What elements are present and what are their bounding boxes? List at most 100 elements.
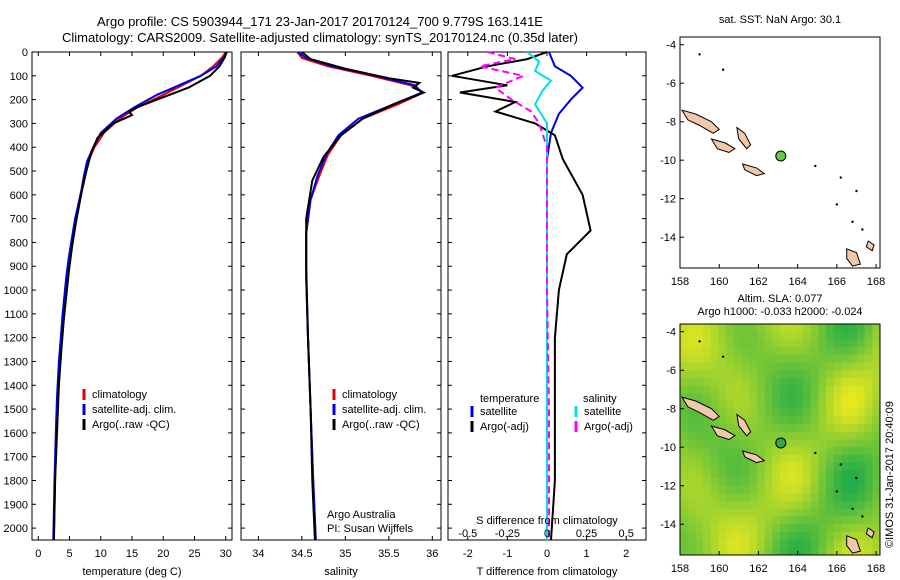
sla-cell	[795, 347, 804, 356]
sla-cell	[687, 385, 696, 394]
sla-cell	[756, 508, 766, 517]
sla-cell	[856, 324, 866, 333]
sla-cell	[803, 447, 812, 456]
sla-cell	[803, 493, 812, 502]
sla-map-title: Altim. SLA: 0.077	[738, 293, 823, 305]
sla-cell	[695, 478, 704, 487]
sla-cell	[680, 524, 689, 533]
depth-tick-label: 1700	[4, 452, 28, 464]
sla-cell	[826, 501, 835, 510]
sla-cell	[849, 377, 858, 387]
islet-dot	[839, 463, 842, 466]
sla-cell	[803, 547, 812, 556]
sla-cell	[833, 539, 843, 548]
sla-cell	[756, 516, 766, 525]
sla-cell	[849, 393, 858, 402]
sla-cell	[787, 424, 796, 433]
sla-cell	[749, 470, 758, 479]
sla-cell	[733, 508, 743, 517]
sla-cell	[772, 501, 781, 510]
sla-cell	[741, 324, 750, 333]
sla-cell	[703, 539, 712, 548]
sla-cell	[787, 370, 796, 379]
sla-cell	[780, 424, 789, 433]
sla-cell	[826, 478, 835, 487]
sla-cell	[756, 539, 766, 548]
sla-cell	[756, 531, 766, 541]
islet-dot	[835, 490, 839, 493]
sla-cell	[872, 362, 881, 371]
sla-cell	[826, 447, 835, 456]
sla-cell	[764, 324, 773, 333]
sla-cell	[810, 393, 819, 402]
sla-cell	[833, 470, 843, 479]
sla-cell	[703, 416, 712, 425]
sla-cell	[687, 331, 696, 340]
sla-cell	[780, 431, 789, 440]
sla-cell	[780, 547, 789, 556]
sla-cell	[795, 331, 804, 340]
depth-tick-label: 1600	[4, 428, 28, 440]
lon-tick-label: 160	[710, 563, 728, 575]
sla-cell	[772, 324, 781, 333]
sla-cell	[818, 439, 827, 448]
sla-cell	[733, 408, 743, 417]
lon-tick-label: 162	[749, 563, 767, 575]
sla-cell	[864, 547, 873, 556]
sla-cell	[826, 354, 835, 363]
sla-cell	[818, 424, 827, 433]
sla-cell	[687, 347, 696, 356]
sla-cell	[764, 393, 773, 402]
sla-cell	[833, 408, 843, 417]
sla-cell	[780, 462, 789, 471]
sla-cell	[718, 447, 727, 456]
sla-cell	[756, 524, 766, 533]
sla-cell	[718, 324, 727, 333]
sla-cell	[687, 470, 696, 479]
secondary-tick-label: -0.5	[458, 528, 477, 540]
sla-cell	[749, 462, 758, 471]
sla-cell	[772, 447, 781, 456]
sla-cell	[787, 447, 796, 456]
sla-cell	[787, 331, 796, 340]
islet-dot	[851, 507, 854, 510]
temperature-frame	[31, 51, 233, 541]
sla-cell	[703, 401, 712, 410]
sla-cell	[733, 339, 743, 348]
sla-cell	[818, 524, 827, 533]
sla-cell	[680, 508, 689, 517]
sla-cell	[710, 439, 719, 448]
sla-cell	[680, 331, 689, 340]
sla-cell	[687, 508, 696, 517]
sla-cell	[864, 462, 873, 471]
depth-tick-label: 0	[22, 47, 28, 59]
lat-tick-label: -10	[660, 155, 676, 167]
sla-cell	[764, 478, 773, 487]
secondary-tick-label: -0.25	[495, 528, 520, 540]
sla-cell	[695, 385, 704, 394]
sla-cell	[864, 408, 873, 417]
sla-cell	[741, 485, 750, 494]
sla-cell	[826, 531, 835, 541]
sla-cell	[756, 424, 766, 433]
sla-cell	[856, 485, 866, 494]
sla-cell	[756, 447, 766, 456]
sla-cell	[749, 354, 758, 363]
sla-cell	[726, 508, 735, 517]
sla-cell	[795, 485, 804, 494]
sla-cell	[864, 339, 873, 348]
sla-cell	[787, 362, 796, 371]
sla-cell	[810, 339, 819, 348]
sla-cell	[795, 362, 804, 371]
sla-cell	[772, 347, 781, 356]
sla-cell	[726, 408, 735, 417]
sla-cell	[841, 478, 850, 487]
depth-tick-label: 2000	[4, 523, 28, 535]
sla-cell	[872, 370, 881, 379]
sla-cell	[795, 447, 804, 456]
series-salinity-satellite	[526, 51, 553, 540]
sla-cell	[787, 454, 796, 464]
sla-cell	[741, 370, 750, 379]
lat-tick-label: -10	[660, 442, 676, 454]
sla-cell	[856, 362, 866, 371]
